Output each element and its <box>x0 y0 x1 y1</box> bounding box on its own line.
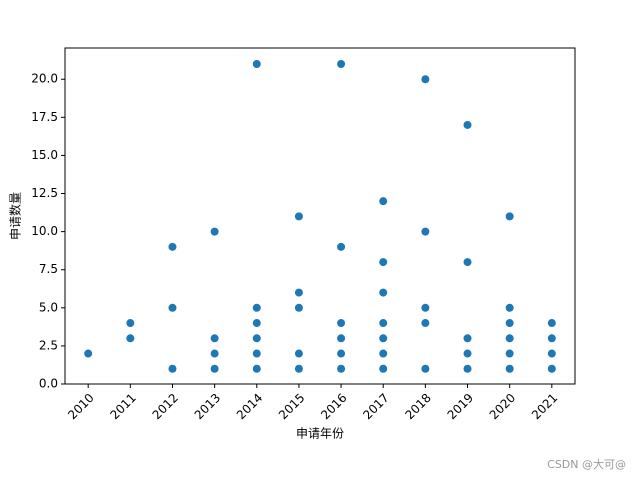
point <box>337 349 346 358</box>
point <box>168 364 177 373</box>
point <box>463 364 472 373</box>
x-tick-label: 2013 <box>192 391 223 422</box>
point <box>505 319 514 328</box>
point <box>294 349 303 358</box>
point <box>294 212 303 221</box>
point <box>337 364 346 373</box>
x-tick-label: 2011 <box>107 391 138 422</box>
point <box>337 242 346 251</box>
x-tick-label: 2018 <box>402 391 433 422</box>
point <box>337 334 346 343</box>
point <box>252 303 261 312</box>
x-tick-label: 2017 <box>360 391 391 422</box>
point <box>421 319 430 328</box>
x-tick-label: 2021 <box>529 391 560 422</box>
y-tick-label: 20.0 <box>31 72 58 86</box>
plot-frame <box>64 47 576 385</box>
point <box>252 319 261 328</box>
point <box>505 349 514 358</box>
point <box>421 75 430 84</box>
point <box>210 349 219 358</box>
point <box>463 258 472 267</box>
watermark: CSDN @大可@ <box>547 457 626 471</box>
y-tick-label: 5.0 <box>39 300 58 314</box>
point <box>379 258 388 267</box>
point <box>379 319 388 328</box>
point <box>168 303 177 312</box>
point <box>547 364 556 373</box>
point <box>210 334 219 343</box>
y-tick-label: 17.5 <box>31 110 58 124</box>
point <box>294 288 303 297</box>
point <box>379 364 388 373</box>
x-tick-label: 2015 <box>276 391 307 422</box>
point <box>505 334 514 343</box>
x-tick-label: 2016 <box>318 391 349 422</box>
point <box>84 349 93 358</box>
point <box>252 60 261 68</box>
point <box>337 60 346 68</box>
point <box>210 227 219 236</box>
point <box>505 212 514 221</box>
point <box>126 319 135 328</box>
point <box>252 334 261 343</box>
point <box>463 349 472 358</box>
x-tick-label: 2012 <box>150 391 181 422</box>
point <box>294 303 303 312</box>
point <box>337 319 346 328</box>
point <box>379 334 388 343</box>
x-tick-label: 2020 <box>487 391 518 422</box>
point <box>379 349 388 358</box>
x-tick-label: 2010 <box>65 391 96 422</box>
point <box>547 349 556 358</box>
point <box>463 334 472 343</box>
point <box>252 349 261 358</box>
point <box>126 334 135 343</box>
y-tick-label: 15.0 <box>31 148 58 162</box>
point <box>421 364 430 373</box>
point <box>505 364 514 373</box>
point <box>294 364 303 373</box>
x-tick-label: 2019 <box>445 391 476 422</box>
point <box>210 364 219 373</box>
y-tick-label: 12.5 <box>31 186 58 200</box>
x-tick-label: 2014 <box>234 391 265 422</box>
y-tick-label: 2.5 <box>39 338 58 352</box>
y-tick-label: 0.0 <box>39 377 58 391</box>
point <box>505 303 514 312</box>
point <box>547 334 556 343</box>
point <box>421 227 430 236</box>
point <box>463 120 472 129</box>
point <box>252 364 261 373</box>
y-tick-label: 10.0 <box>31 224 58 238</box>
point <box>168 242 177 251</box>
point <box>379 288 388 297</box>
y-tick-label: 7.5 <box>39 262 58 276</box>
x-axis-label: 申请年份 <box>296 427 344 441</box>
point <box>547 319 556 328</box>
point <box>421 303 430 312</box>
point <box>379 197 388 206</box>
y-axis-label: 申请数量 <box>8 192 23 240</box>
